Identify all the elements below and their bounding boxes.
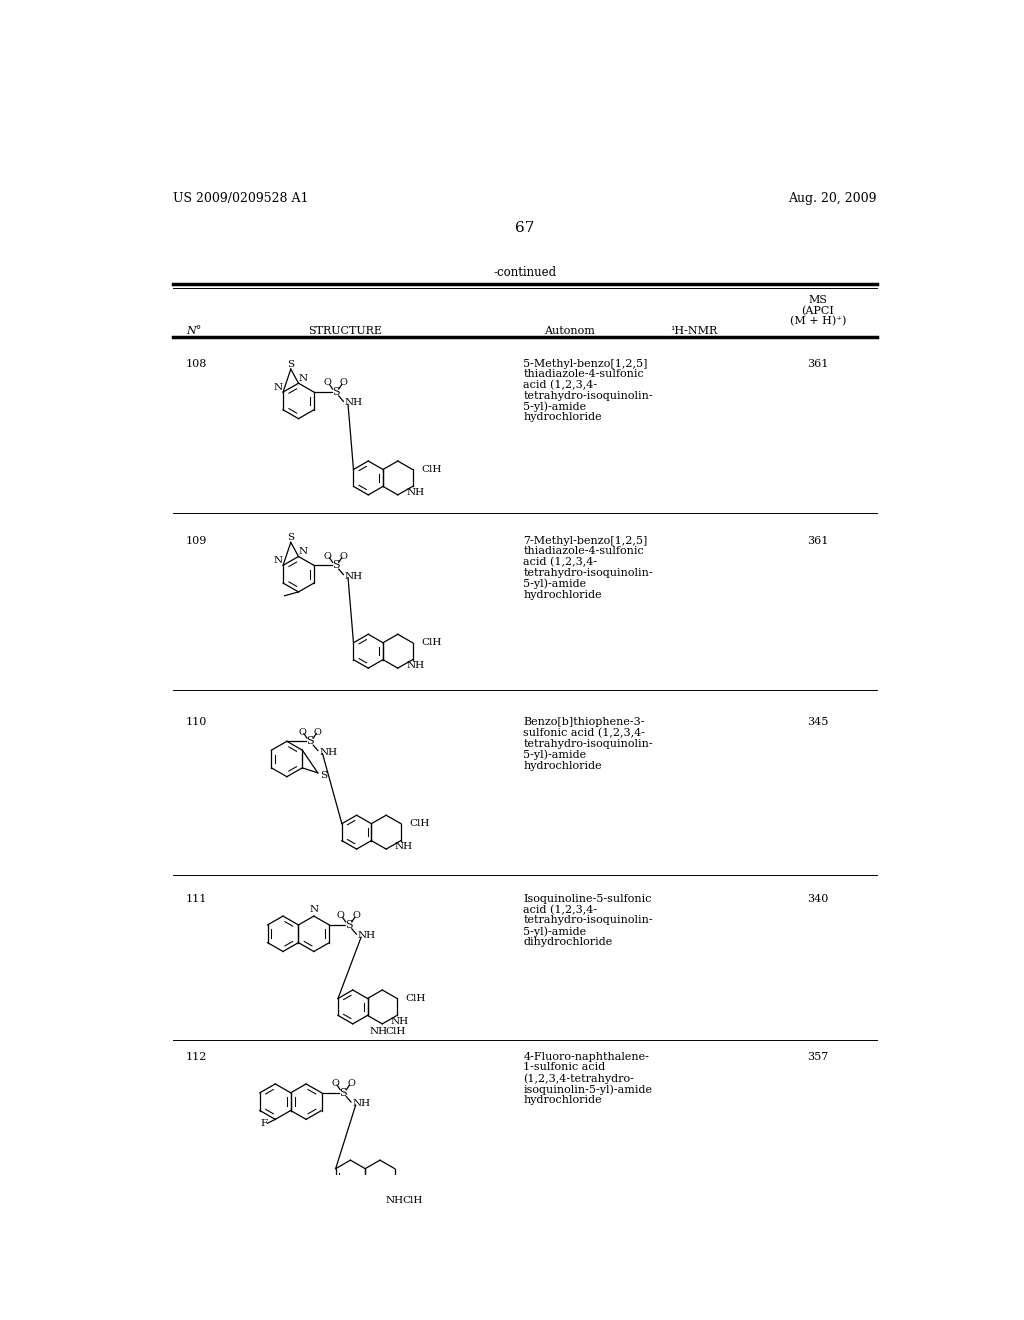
Text: NH: NH <box>352 1100 371 1107</box>
Text: ClH: ClH <box>406 994 426 1003</box>
Text: ClH: ClH <box>386 1027 407 1036</box>
Text: 345: 345 <box>807 718 828 727</box>
Text: NH: NH <box>345 572 364 581</box>
Text: O: O <box>324 552 332 561</box>
Text: NH: NH <box>345 399 364 408</box>
Text: O: O <box>352 911 360 920</box>
Text: O: O <box>298 727 306 737</box>
Text: acid (1,2,3,4-: acid (1,2,3,4- <box>523 380 597 391</box>
Text: N: N <box>273 383 283 392</box>
Text: STRUCTURE: STRUCTURE <box>308 326 382 337</box>
Text: -continued: -continued <box>494 265 556 279</box>
Text: acid (1,2,3,4-: acid (1,2,3,4- <box>523 904 597 915</box>
Text: Autonom: Autonom <box>545 326 595 337</box>
Text: 361: 361 <box>807 536 828 545</box>
Text: Aug. 20, 2009: Aug. 20, 2009 <box>788 191 877 205</box>
Text: 67: 67 <box>515 220 535 235</box>
Text: tetrahydro-isoquinolin-: tetrahydro-isoquinolin- <box>523 915 653 925</box>
Text: hydrochloride: hydrochloride <box>523 412 602 422</box>
Text: acid (1,2,3,4-: acid (1,2,3,4- <box>523 557 597 568</box>
Text: 361: 361 <box>807 359 828 368</box>
Text: S: S <box>319 771 327 780</box>
Text: S: S <box>332 561 339 570</box>
Text: dihydrochloride: dihydrochloride <box>523 937 612 946</box>
Text: N°: N° <box>186 326 202 337</box>
Text: (1,2,3,4-tetrahydro-: (1,2,3,4-tetrahydro- <box>523 1073 634 1084</box>
Text: N: N <box>299 374 308 383</box>
Text: tetrahydro-isoquinolin-: tetrahydro-isoquinolin- <box>523 391 653 401</box>
Text: NH: NH <box>358 931 376 940</box>
Text: O: O <box>347 1078 355 1088</box>
Text: 7-Methyl-benzo[1,2,5]: 7-Methyl-benzo[1,2,5] <box>523 536 647 545</box>
Text: S: S <box>287 360 294 370</box>
Text: ClH: ClH <box>410 820 430 828</box>
Text: 5-yl)-amide: 5-yl)-amide <box>523 401 587 412</box>
Text: NH: NH <box>370 1027 388 1036</box>
Text: 340: 340 <box>807 894 828 904</box>
Text: N: N <box>309 906 318 915</box>
Text: S: S <box>287 533 294 543</box>
Text: 5-yl)-amide: 5-yl)-amide <box>523 927 587 937</box>
Text: NH: NH <box>391 1016 409 1026</box>
Text: NH: NH <box>407 661 424 671</box>
Text: isoquinolin-5-yl)-amide: isoquinolin-5-yl)-amide <box>523 1084 652 1094</box>
Text: S: S <box>345 920 352 929</box>
Text: O: O <box>324 379 332 387</box>
Text: 5-Methyl-benzo[1,2,5]: 5-Methyl-benzo[1,2,5] <box>523 359 648 368</box>
Text: NH: NH <box>407 488 424 496</box>
Text: NH: NH <box>385 1196 403 1205</box>
Text: 1-sulfonic acid: 1-sulfonic acid <box>523 1063 605 1072</box>
Text: ClH: ClH <box>421 639 441 647</box>
Text: US 2009/0209528 A1: US 2009/0209528 A1 <box>173 191 308 205</box>
Text: NH: NH <box>319 747 338 756</box>
Text: MS: MS <box>808 296 827 305</box>
Text: 357: 357 <box>807 1052 828 1061</box>
Text: (APCI: (APCI <box>802 305 835 315</box>
Text: S: S <box>339 1088 347 1098</box>
Text: hydrochloride: hydrochloride <box>523 1094 602 1105</box>
Text: thiadiazole-4-sulfonic: thiadiazole-4-sulfonic <box>523 546 644 557</box>
Text: 111: 111 <box>186 894 208 904</box>
Text: O: O <box>339 379 347 387</box>
Text: O: O <box>332 1078 339 1088</box>
Text: tetrahydro-isoquinolin-: tetrahydro-isoquinolin- <box>523 568 653 578</box>
Text: (M + H)⁺): (M + H)⁺) <box>790 315 846 326</box>
Text: 5-yl)-amide: 5-yl)-amide <box>523 750 587 760</box>
Text: Isoquinoline-5-sulfonic: Isoquinoline-5-sulfonic <box>523 894 651 904</box>
Text: 4-Fluoro-naphthalene-: 4-Fluoro-naphthalene- <box>523 1052 649 1061</box>
Text: O: O <box>337 911 345 920</box>
Text: 112: 112 <box>186 1052 208 1061</box>
Text: S: S <box>332 387 339 397</box>
Text: sulfonic acid (1,2,3,4-: sulfonic acid (1,2,3,4- <box>523 729 645 739</box>
Text: O: O <box>314 727 322 737</box>
Text: N: N <box>299 548 308 556</box>
Text: thiadiazole-4-sulfonic: thiadiazole-4-sulfonic <box>523 370 644 379</box>
Text: S: S <box>306 737 314 746</box>
Text: ClH: ClH <box>402 1196 423 1205</box>
Text: hydrochloride: hydrochloride <box>523 590 602 599</box>
Text: ClH: ClH <box>421 465 441 474</box>
Text: ¹H-NMR: ¹H-NMR <box>670 326 718 337</box>
Text: 5-yl)-amide: 5-yl)-amide <box>523 578 587 590</box>
Text: 109: 109 <box>186 536 208 545</box>
Text: F: F <box>261 1119 268 1127</box>
Text: O: O <box>339 552 347 561</box>
Text: 110: 110 <box>186 718 208 727</box>
Text: N: N <box>273 556 283 565</box>
Text: hydrochloride: hydrochloride <box>523 760 602 771</box>
Text: NH: NH <box>394 842 413 851</box>
Text: 108: 108 <box>186 359 208 368</box>
Text: Benzo[b]thiophene-3-: Benzo[b]thiophene-3- <box>523 718 645 727</box>
Text: tetrahydro-isoquinolin-: tetrahydro-isoquinolin- <box>523 739 653 748</box>
